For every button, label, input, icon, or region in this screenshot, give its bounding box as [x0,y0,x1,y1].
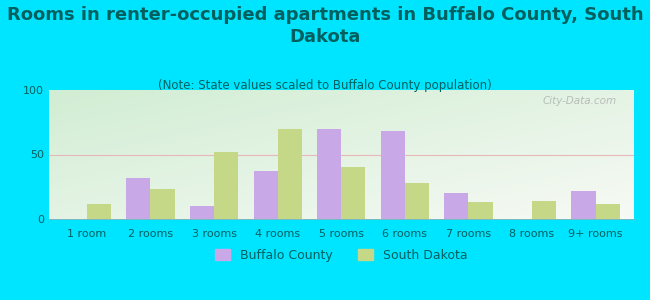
Legend: Buffalo County, South Dakota: Buffalo County, South Dakota [210,244,473,267]
Bar [317,129,341,219]
Bar [469,202,493,219]
Bar [126,178,151,219]
Bar [405,183,429,219]
Bar [278,129,302,219]
Bar [190,206,214,219]
Text: City-Data.com: City-Data.com [542,96,616,106]
Bar [341,167,365,219]
Bar [381,131,405,219]
Bar [214,152,239,219]
Bar [254,171,278,219]
Text: Rooms in renter-occupied apartments in Buffalo County, South
Dakota: Rooms in renter-occupied apartments in B… [6,6,644,46]
Bar [571,190,595,219]
Bar [595,203,619,219]
Bar [87,203,111,219]
Bar [444,193,469,219]
Bar [151,189,175,219]
Text: (Note: State values scaled to Buffalo County population): (Note: State values scaled to Buffalo Co… [158,80,492,92]
Bar [532,201,556,219]
